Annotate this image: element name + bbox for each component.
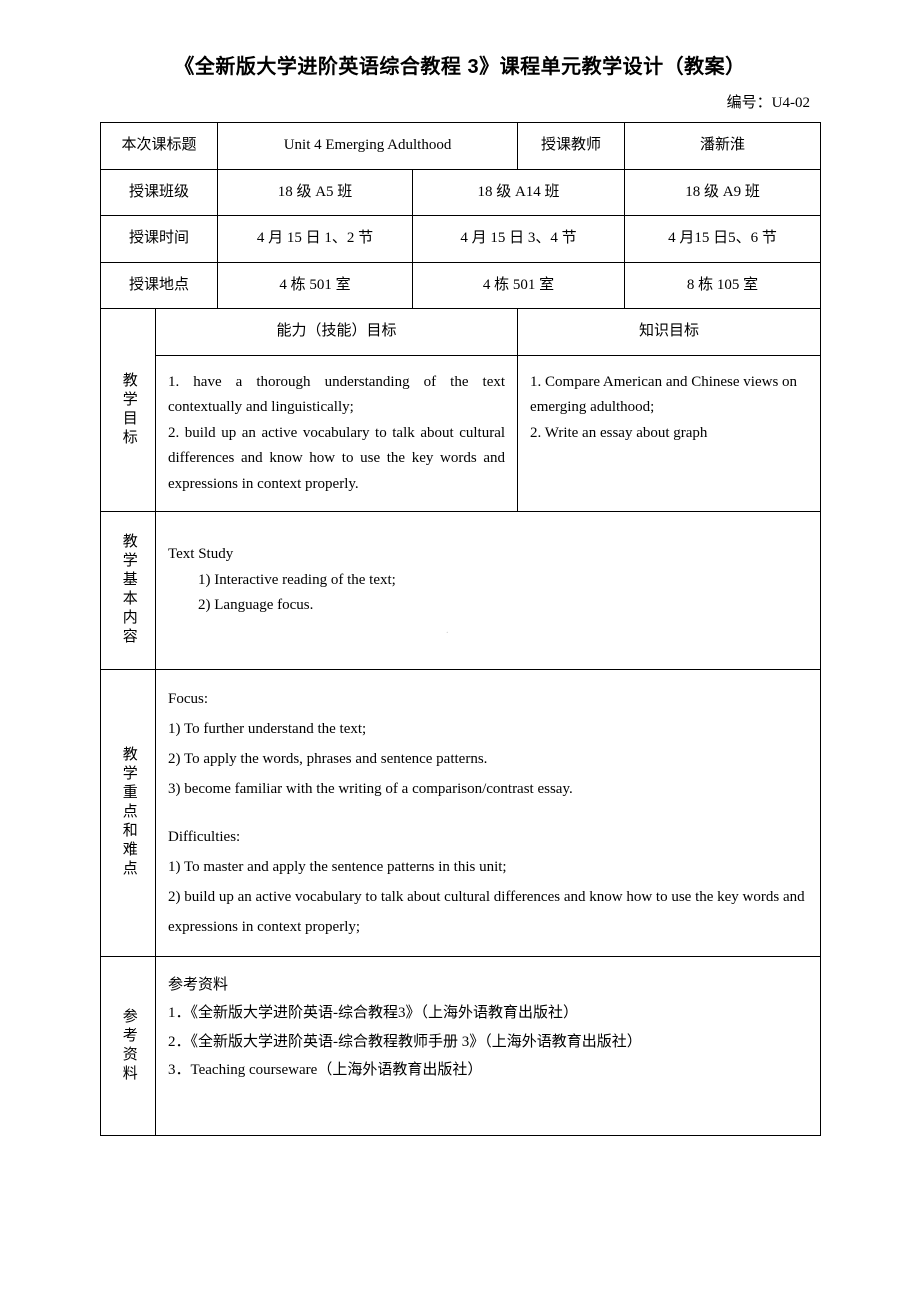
row-goal-body: 1. have a thorough understanding of the … (101, 355, 821, 512)
place-label: 授课地点 (101, 262, 218, 309)
time-label: 授课时间 (101, 216, 218, 263)
knowledge-goal-body: 1. Compare American and Chinese views on… (518, 355, 821, 512)
skill-goal-2: 2. build up an active vocabulary to talk… (168, 421, 505, 498)
ref-item-3: 3．Teaching courseware（上海外语教育出版社） (168, 1056, 808, 1085)
difficulty-item-1: 1) To master and apply the sentence patt… (168, 852, 808, 882)
content-side-label: 教学基本内容 (101, 512, 156, 670)
difficulty-item-2: 2) build up an active vocabulary to talk… (168, 882, 808, 942)
code-label: 编号： (727, 95, 772, 111)
row-time: 授课时间 4 月 15 日 1、2 节 4 月 15 日 3、4 节 4 月15… (101, 216, 821, 263)
teacher-name: 潘新淮 (625, 123, 821, 170)
row-references: 参考资料 参考资料 1．《全新版大学进阶英语-综合教程3》（上海外语教育出版社）… (101, 956, 821, 1135)
time-2: 4 月 15 日 3、4 节 (413, 216, 625, 263)
focus-side-label: 教学重点和难点 (101, 669, 156, 956)
row-goal-headers: 教学目标 能力（技能）目标 知识目标 (101, 309, 821, 356)
focus-item-3: 3) become familiar with the writing of a… (168, 774, 808, 804)
focus-item-1: 1) To further understand the text; (168, 714, 808, 744)
lesson-plan-table: 本次课标题 Unit 4 Emerging Adulthood 授课教师 潘新淮… (100, 122, 821, 1136)
place-3: 8 栋 105 室 (625, 262, 821, 309)
topic-label: 本次课标题 (101, 123, 218, 170)
skill-goal-1: 1. have a thorough understanding of the … (168, 370, 505, 421)
difficulties-title: Difficulties: (168, 822, 808, 852)
refs-title: 参考资料 (168, 971, 808, 1000)
content-line-2: 1) Interactive reading of the text; (168, 568, 808, 594)
row-class: 授课班级 18 级 A5 班 18 级 A14 班 18 级 A9 班 (101, 169, 821, 216)
knowledge-goal-header: 知识目标 (518, 309, 821, 356)
row-content: 教学基本内容 Text Study 1) Interactive reading… (101, 512, 821, 670)
spacer (168, 804, 808, 822)
unit-title: Unit 4 Emerging Adulthood (218, 123, 518, 170)
ref-item-2: 2．《全新版大学进阶英语-综合教程教师手册 3》（上海外语教育出版社） (168, 1028, 808, 1057)
place-1: 4 栋 501 室 (218, 262, 413, 309)
class-3: 18 级 A9 班 (625, 169, 821, 216)
place-2: 4 栋 501 室 (413, 262, 625, 309)
focus-title: Focus: (168, 684, 808, 714)
row-topic: 本次课标题 Unit 4 Emerging Adulthood 授课教师 潘新淮 (101, 123, 821, 170)
time-3: 4 月15 日5、6 节 (625, 216, 821, 263)
refs-body: 参考资料 1．《全新版大学进阶英语-综合教程3》（上海外语教育出版社） 2．《全… (156, 956, 821, 1135)
code-value: U4-02 (772, 95, 810, 111)
ref-3b: （上海外语教育出版社） (317, 1062, 482, 1078)
focus-item-2: 2) To apply the words, phrases and sente… (168, 744, 808, 774)
knowledge-goal-2: 2. Write an essay about graph (530, 421, 808, 447)
row-place: 授课地点 4 栋 501 室 4 栋 501 室 8 栋 105 室 (101, 262, 821, 309)
page-title: 《全新版大学进阶英语综合教程 3》课程单元教学设计（教案） (100, 50, 820, 79)
refs-side-label: 参考资料 (101, 956, 156, 1135)
content-body: Text Study 1) Interactive reading of the… (156, 512, 821, 670)
time-1: 4 月 15 日 1、2 节 (218, 216, 413, 263)
class-2: 18 级 A14 班 (413, 169, 625, 216)
row-focus: 教学重点和难点 Focus: 1) To further understand … (101, 669, 821, 956)
skill-goal-body: 1. have a thorough understanding of the … (156, 355, 518, 512)
ref-item-1: 1．《全新版大学进阶英语-综合教程3》（上海外语教育出版社） (168, 999, 808, 1028)
class-1: 18 级 A5 班 (218, 169, 413, 216)
skill-goal-header: 能力（技能）目标 (156, 309, 518, 356)
document-code: 编号：U4-02 (100, 91, 820, 112)
content-line-3: 2) Language focus. (168, 593, 808, 619)
class-label: 授课班级 (101, 169, 218, 216)
goals-side-label: 教学目标 (101, 309, 156, 512)
focus-body: Focus: 1) To further understand the text… (156, 669, 821, 956)
teacher-label: 授课教师 (518, 123, 625, 170)
ref-3a: 3．Teaching courseware (168, 1062, 317, 1078)
knowledge-goal-1: 1. Compare American and Chinese views on… (530, 370, 808, 421)
content-line-1: Text Study (168, 542, 808, 568)
